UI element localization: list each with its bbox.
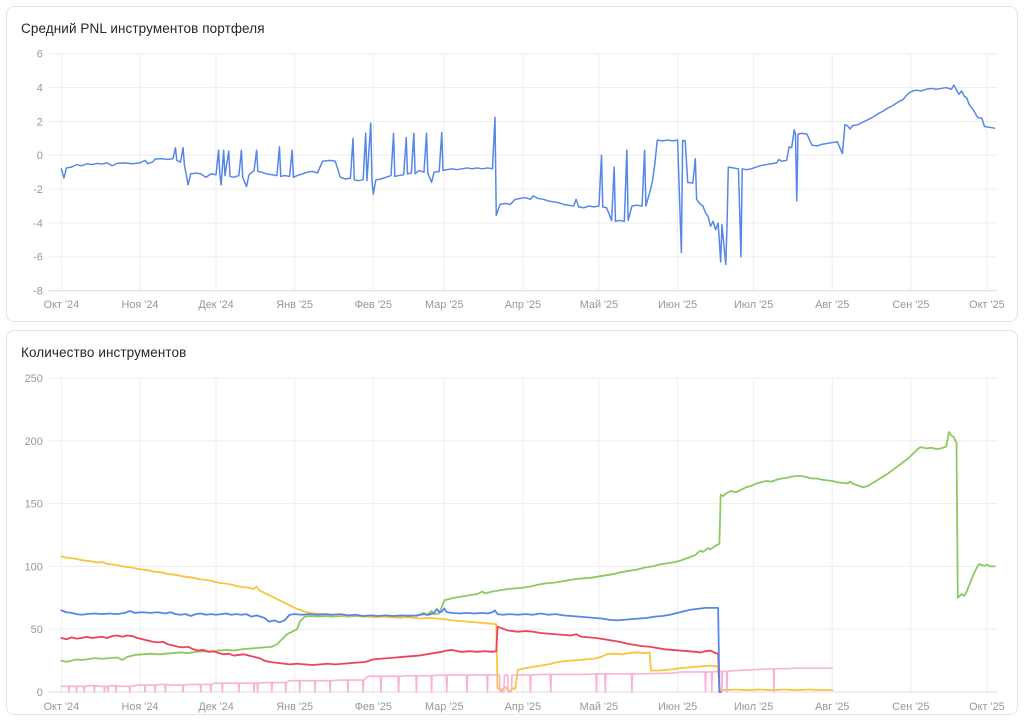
x-tick-label: Июл '25	[734, 701, 773, 713]
red-series-line	[60, 625, 722, 693]
x-tick-label: Мар '25	[425, 701, 464, 713]
x-tick-label: Июл '25	[734, 299, 773, 311]
x-tick-label: Окт '24	[44, 701, 80, 713]
x-tick-label: Ноя '24	[122, 299, 159, 311]
y-tick-label: 0	[37, 150, 43, 162]
y-tick-label: 100	[25, 561, 43, 573]
x-tick-label: Дек '24	[198, 299, 233, 311]
instrument-count-chart-card: Количество инструментов 250 200 150 100 50 0 О…	[6, 330, 1018, 715]
x-tick-label: Апр '25	[505, 299, 541, 311]
y-tick-label: 0	[37, 687, 43, 699]
orange-series-line	[60, 555, 834, 693]
x-tick-label: Окт '25	[969, 701, 1005, 713]
pink-series-line	[60, 667, 834, 693]
green-series-line	[60, 431, 996, 663]
instrument-count-chart[interactable]: 250 200 150 100 50 0 Окт '24 Ноя '24 Дек '24 Янв …	[19, 368, 1005, 715]
pnl-chart[interactable]: 6 4 2 0 -2 -4 -6 -8 Окт '24 Ноя '24 Дек '24 Янв '25…	[19, 44, 1005, 314]
y-tick-label: -2	[33, 184, 43, 196]
x-tick-label: Июн '25	[658, 299, 697, 311]
x-tick-label: Окт '24	[44, 299, 80, 311]
x-tick-label: Янв '25	[276, 299, 313, 311]
pnl-chart-title: Средний PNL инструментов портфеля	[21, 21, 265, 36]
pnl-chart-card: Средний PNL инструментов портфеля 6 4 2 0 -2…	[6, 6, 1018, 322]
y-tick-label: 50	[31, 624, 43, 636]
instrument-count-chart-title: Количество инструментов	[21, 345, 187, 360]
x-tick-label: Окт '25	[969, 299, 1005, 311]
y-tick-label: -6	[33, 252, 43, 264]
x-tick-label: Ноя '24	[121, 701, 158, 713]
y-tick-label: 200	[25, 436, 43, 448]
y-tick-label: 250	[25, 373, 43, 385]
y-tick-label: 2	[37, 116, 43, 128]
y-tick-label: 150	[25, 499, 43, 511]
x-tick-label: Авг '25	[815, 299, 849, 311]
x-tick-label: Авг '25	[815, 701, 849, 713]
x-tick-label: Май '25	[580, 299, 618, 311]
y-tick-label: 6	[37, 49, 43, 61]
x-tick-label: Янв '25	[276, 701, 313, 713]
x-tick-label: Апр '25	[505, 701, 541, 713]
x-tick-label: Сен '25	[892, 701, 929, 713]
x-tick-label: Фев '25	[355, 701, 392, 713]
x-tick-label: Май '25	[580, 701, 619, 713]
y-tick-label: 4	[37, 83, 43, 95]
y-tick-label: -4	[33, 218, 43, 230]
avg-pnl-line	[60, 84, 996, 266]
x-tick-label: Сен '25	[892, 299, 929, 311]
x-tick-label: Июн '25	[658, 701, 697, 713]
x-tick-label: Дек '24	[198, 701, 233, 713]
x-tick-label: Мар '25	[425, 299, 463, 311]
blue-series-line	[60, 606, 722, 693]
y-tick-label: -8	[33, 286, 43, 298]
x-tick-label: Фев '25	[355, 299, 392, 311]
